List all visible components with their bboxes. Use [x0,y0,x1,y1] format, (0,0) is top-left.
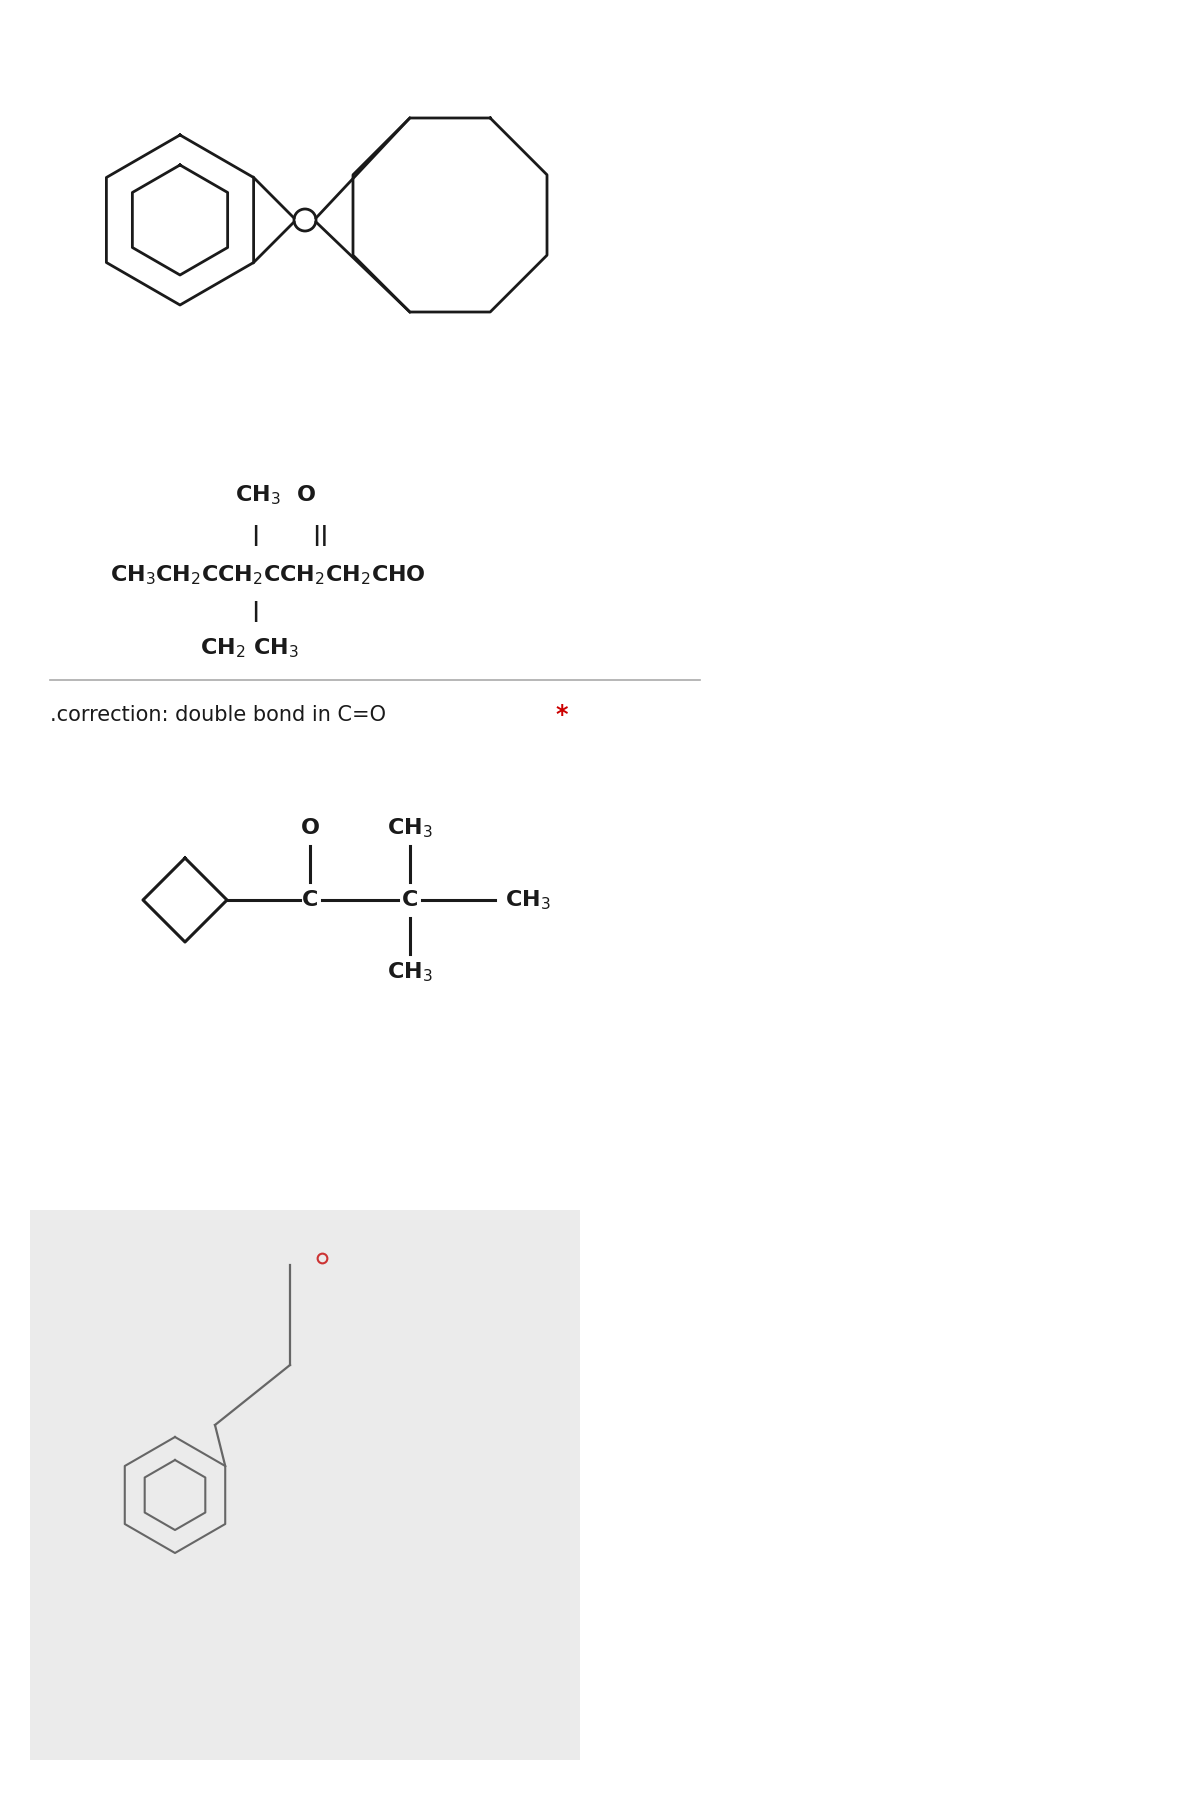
Text: C: C [402,889,418,911]
Text: *: * [554,704,568,727]
Text: CH$_3$: CH$_3$ [388,959,433,985]
Text: C: C [302,889,318,911]
Bar [30,1210,580,1760]
Text: .correction: double bond in C=O: .correction: double bond in C=O [50,706,392,725]
Text: CH$_3$  O: CH$_3$ O [235,482,316,508]
Text: O: O [300,817,319,839]
Text: CH$_2$ CH$_3$: CH$_2$ CH$_3$ [200,635,299,661]
Text: CH$_3$: CH$_3$ [388,815,433,841]
Text: CH$_3$: CH$_3$ [505,887,551,913]
Text: |: | [251,601,259,623]
Text: |: | [251,524,259,545]
Text: ||: || [312,524,329,545]
Text: CH$_3$CH$_2$CCH$_2$CCH$_2$CH$_2$CHO: CH$_3$CH$_2$CCH$_2$CCH$_2$CH$_2$CHO [110,563,426,587]
